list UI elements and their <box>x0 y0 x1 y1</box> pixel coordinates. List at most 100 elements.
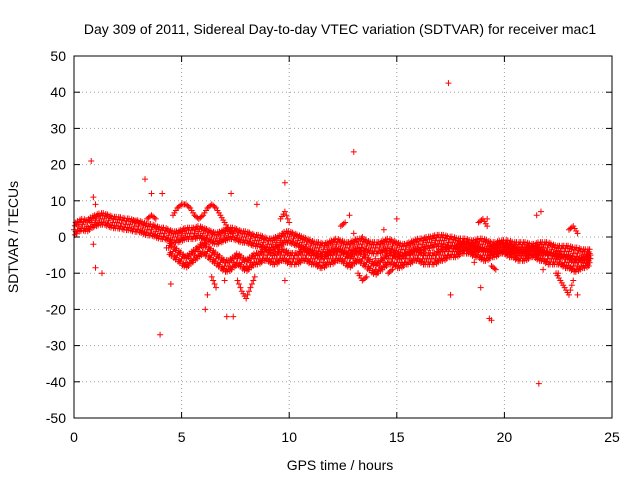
data-point <box>350 230 357 237</box>
data-point <box>342 255 349 262</box>
data-point <box>474 251 481 258</box>
axis-ticks <box>73 55 613 419</box>
data-point <box>234 255 241 262</box>
data-point <box>151 214 158 221</box>
data-point <box>185 203 192 210</box>
data-point <box>392 252 399 259</box>
data-point <box>178 255 185 262</box>
y-tick-label: 10 <box>50 193 66 209</box>
data-point <box>482 257 489 264</box>
data-point <box>430 261 437 268</box>
data-point <box>169 248 176 255</box>
data-point <box>413 257 420 264</box>
data-point <box>104 211 111 218</box>
data-point <box>281 277 288 284</box>
data-point <box>311 258 318 265</box>
data-point <box>569 265 576 272</box>
data-point <box>577 266 584 273</box>
data-point <box>198 213 205 220</box>
data-point <box>135 219 142 226</box>
data-point <box>268 258 275 265</box>
data-point <box>262 257 269 264</box>
data-point <box>572 259 579 266</box>
data-point <box>491 265 498 272</box>
data-point <box>148 190 155 197</box>
data-point <box>409 259 416 266</box>
data-point <box>430 244 437 251</box>
data-point <box>262 248 269 255</box>
x-tick-label: 25 <box>604 429 620 445</box>
data-point <box>211 281 218 288</box>
y-axis-label: SDTVAR / TECUs <box>5 181 21 293</box>
data-point <box>293 252 300 259</box>
y-tick-label: -50 <box>46 410 66 426</box>
data-point <box>248 281 255 288</box>
data-point <box>422 245 429 252</box>
tick-labels: 0 5 10 15 20 25 -50 -40 -30 -20 -10 0 10 20 30 40 50 <box>46 48 620 445</box>
data-point <box>174 252 181 259</box>
data-point <box>565 262 572 269</box>
data-point <box>435 259 442 266</box>
data-point <box>88 157 95 164</box>
data-point <box>253 201 260 208</box>
data-point <box>555 270 562 277</box>
data-point <box>336 246 343 253</box>
data-point <box>323 262 330 269</box>
data-point <box>538 257 545 264</box>
data-point <box>491 245 498 252</box>
data-point <box>207 227 214 234</box>
data-point <box>396 265 403 272</box>
data-point <box>95 222 102 229</box>
data-point <box>293 261 300 268</box>
data-point <box>92 201 99 208</box>
data-point <box>529 254 536 261</box>
data-point <box>280 257 287 264</box>
data-point <box>315 252 322 259</box>
data-point <box>223 313 230 320</box>
data-point <box>254 252 261 259</box>
data-point <box>250 277 257 284</box>
data-point <box>530 242 537 249</box>
data-point <box>466 244 473 251</box>
data-point <box>530 251 537 258</box>
data-point <box>418 249 425 256</box>
data-point <box>565 291 572 298</box>
data-point <box>310 261 317 268</box>
data-point <box>90 224 97 231</box>
x-tick-label: 15 <box>389 429 405 445</box>
data-point <box>471 259 478 266</box>
data-point <box>388 267 395 274</box>
data-point <box>297 259 304 266</box>
data-point <box>233 235 240 242</box>
data-point <box>224 259 231 266</box>
data-point <box>301 257 308 264</box>
data-point <box>134 218 141 225</box>
data-point <box>380 226 387 233</box>
data-point <box>389 266 396 273</box>
data-point <box>556 249 563 256</box>
y-tick-label: -20 <box>46 301 66 317</box>
data-point <box>564 256 571 263</box>
data-point <box>466 248 473 255</box>
data-point <box>220 265 227 272</box>
data-point <box>379 249 386 256</box>
data-point <box>203 226 210 233</box>
data-point <box>404 261 411 268</box>
data-point <box>346 212 353 219</box>
data-point <box>142 176 149 183</box>
data-point <box>537 208 544 215</box>
data-point <box>164 235 171 242</box>
data-point <box>204 248 211 255</box>
data-point <box>243 295 250 302</box>
data-point <box>414 246 421 253</box>
chart-title: Day 309 of 2011, Sidereal Day-to-day VTE… <box>84 21 596 37</box>
data-point <box>284 215 291 222</box>
data-point <box>492 266 499 273</box>
data-point <box>224 236 231 243</box>
data-point <box>90 241 97 248</box>
data-point <box>447 291 454 298</box>
data-point <box>217 259 224 266</box>
data-point <box>396 256 403 263</box>
data-point <box>510 248 517 255</box>
data-point <box>363 259 370 266</box>
